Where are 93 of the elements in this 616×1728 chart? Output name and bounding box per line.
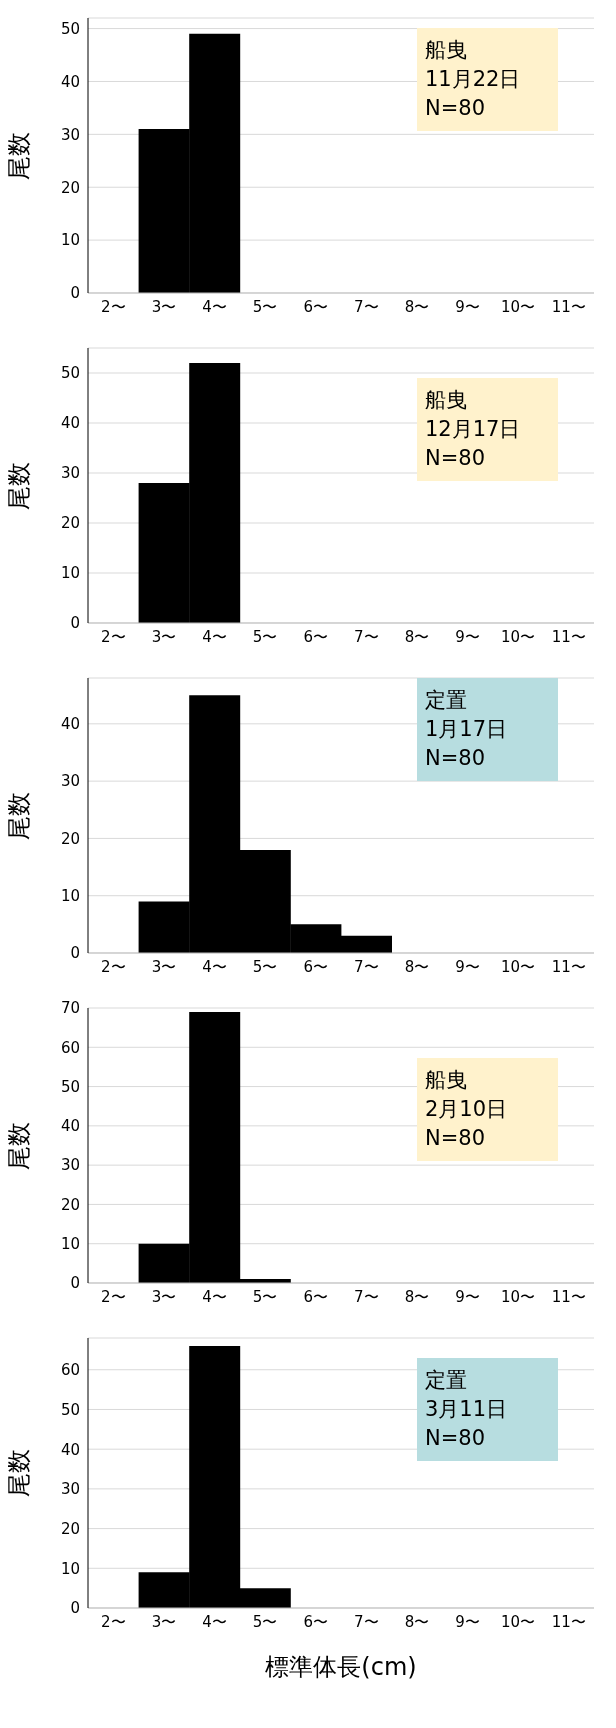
x-tick-label: 8〜: [404, 1612, 430, 1631]
annotation: 定置 1月17日 N=80: [417, 678, 558, 781]
y-tick-label: 50: [60, 364, 80, 383]
annotation: 船曳 12月17日 N=80: [417, 378, 558, 481]
x-tick-label: 8〜: [404, 957, 430, 976]
y-tick-label: 50: [60, 19, 80, 38]
x-tick-label: 2〜: [101, 957, 126, 976]
x-tick-label: 6〜: [303, 1612, 328, 1631]
x-tick-label: 11〜: [551, 627, 586, 646]
x-tick-label: 9〜: [455, 297, 480, 316]
annotation: 船曳 2月10日 N=80: [417, 1058, 558, 1161]
y-tick-label: 60: [60, 1038, 80, 1057]
x-tick-label: 5〜: [252, 297, 278, 316]
annotation: 船曳 11月22日 N=80: [417, 28, 558, 131]
y-tick-label: 0: [70, 614, 80, 633]
y-axis-title: 尾数: [4, 1121, 33, 1170]
y-tick-label: 0: [70, 1274, 80, 1293]
y-tick-label: 70: [60, 999, 80, 1018]
y-tick-label: 20: [60, 514, 80, 533]
x-tick-label: 2〜: [101, 1612, 126, 1631]
y-axis-title: 尾数: [4, 1449, 33, 1497]
y-tick-label: 10: [60, 1559, 80, 1578]
x-tick-label: 6〜: [303, 297, 328, 316]
x-tick-label: 2〜: [101, 297, 126, 316]
y-tick-label: 30: [60, 1480, 80, 1499]
y-tick-label: 0: [70, 944, 80, 963]
y-tick-label: 30: [60, 464, 80, 483]
x-tick-label: 6〜: [303, 627, 328, 646]
x-tick-label: 7〜: [354, 1612, 379, 1631]
x-tick-label: 4〜: [202, 627, 227, 646]
y-tick-label: 50: [60, 1077, 80, 1096]
x-tick-label: 3〜: [151, 957, 177, 976]
x-tick-label: 11〜: [551, 297, 586, 316]
x-tick-label: 4〜: [202, 957, 227, 976]
x-tick-label: 8〜: [404, 627, 430, 646]
x-tick-label: 4〜: [202, 297, 227, 316]
y-tick-label: 10: [60, 564, 80, 583]
x-tick-label: 4〜: [202, 1287, 227, 1306]
x-tick-label: 10〜: [501, 957, 536, 976]
x-tick-label: 9〜: [455, 1612, 480, 1631]
y-tick-label: 10: [60, 1235, 80, 1254]
x-tick-label: 7〜: [354, 627, 379, 646]
x-tick-label: 7〜: [354, 297, 379, 316]
y-tick-label: 0: [70, 1599, 80, 1618]
y-tick-label: 10: [60, 887, 80, 906]
y-axis-title: 尾数: [4, 461, 33, 510]
y-tick-label: 30: [60, 772, 80, 791]
x-tick-label: 10〜: [501, 1612, 536, 1631]
x-tick-label: 6〜: [303, 957, 328, 976]
y-tick-label: 40: [60, 72, 80, 91]
y-axis-title: 尾数: [4, 131, 33, 180]
x-tick-label: 11〜: [551, 957, 586, 976]
x-tick-label: 3〜: [151, 297, 177, 316]
y-tick-label: 0: [70, 284, 80, 303]
x-tick-label: 10〜: [501, 297, 536, 316]
x-tick-label: 2〜: [101, 627, 126, 646]
x-tick-label: 11〜: [551, 1612, 586, 1631]
x-tick-label: 7〜: [354, 1287, 379, 1306]
y-tick-label: 20: [60, 829, 80, 848]
y-tick-label: 40: [60, 414, 80, 433]
x-tick-label: 5〜: [252, 957, 278, 976]
x-tick-label: 8〜: [404, 1287, 430, 1306]
y-tick-label: 20: [60, 178, 80, 197]
x-tick-label: 5〜: [252, 627, 278, 646]
y-tick-label: 40: [60, 715, 80, 734]
y-tick-label: 20: [60, 1519, 80, 1538]
x-tick-label: 5〜: [252, 1612, 278, 1631]
y-tick-label: 40: [60, 1117, 80, 1136]
y-tick-label: 40: [60, 1440, 80, 1459]
x-tick-label: 7〜: [354, 957, 379, 976]
y-tick-label: 50: [60, 1400, 80, 1419]
x-tick-label: 9〜: [455, 957, 480, 976]
x-tick-label: 9〜: [455, 627, 480, 646]
x-tick-label: 3〜: [151, 1287, 177, 1306]
x-tick-label: 8〜: [404, 297, 430, 316]
x-tick-label: 4〜: [202, 1612, 227, 1631]
annotation: 定置 3月11日 N=80: [417, 1358, 558, 1461]
x-tick-label: 2〜: [101, 1287, 126, 1306]
y-tick-label: 60: [60, 1361, 80, 1380]
y-tick-label: 10: [60, 231, 80, 250]
x-tick-label: 3〜: [151, 1612, 177, 1631]
y-tick-label: 20: [60, 1195, 80, 1214]
y-axis-title: 尾数: [4, 791, 33, 840]
x-tick-label: 6〜: [303, 1287, 328, 1306]
x-tick-label: 9〜: [455, 1287, 480, 1306]
x-tick-label: 11〜: [551, 1287, 586, 1306]
x-axis-title: 標準体長(cm): [265, 1653, 417, 1682]
x-tick-label: 10〜: [501, 627, 536, 646]
y-tick-label: 30: [60, 1156, 80, 1175]
y-tick-label: 30: [60, 125, 80, 144]
x-tick-label: 3〜: [151, 627, 177, 646]
x-tick-label: 10〜: [501, 1287, 536, 1306]
x-tick-label: 5〜: [252, 1287, 278, 1306]
